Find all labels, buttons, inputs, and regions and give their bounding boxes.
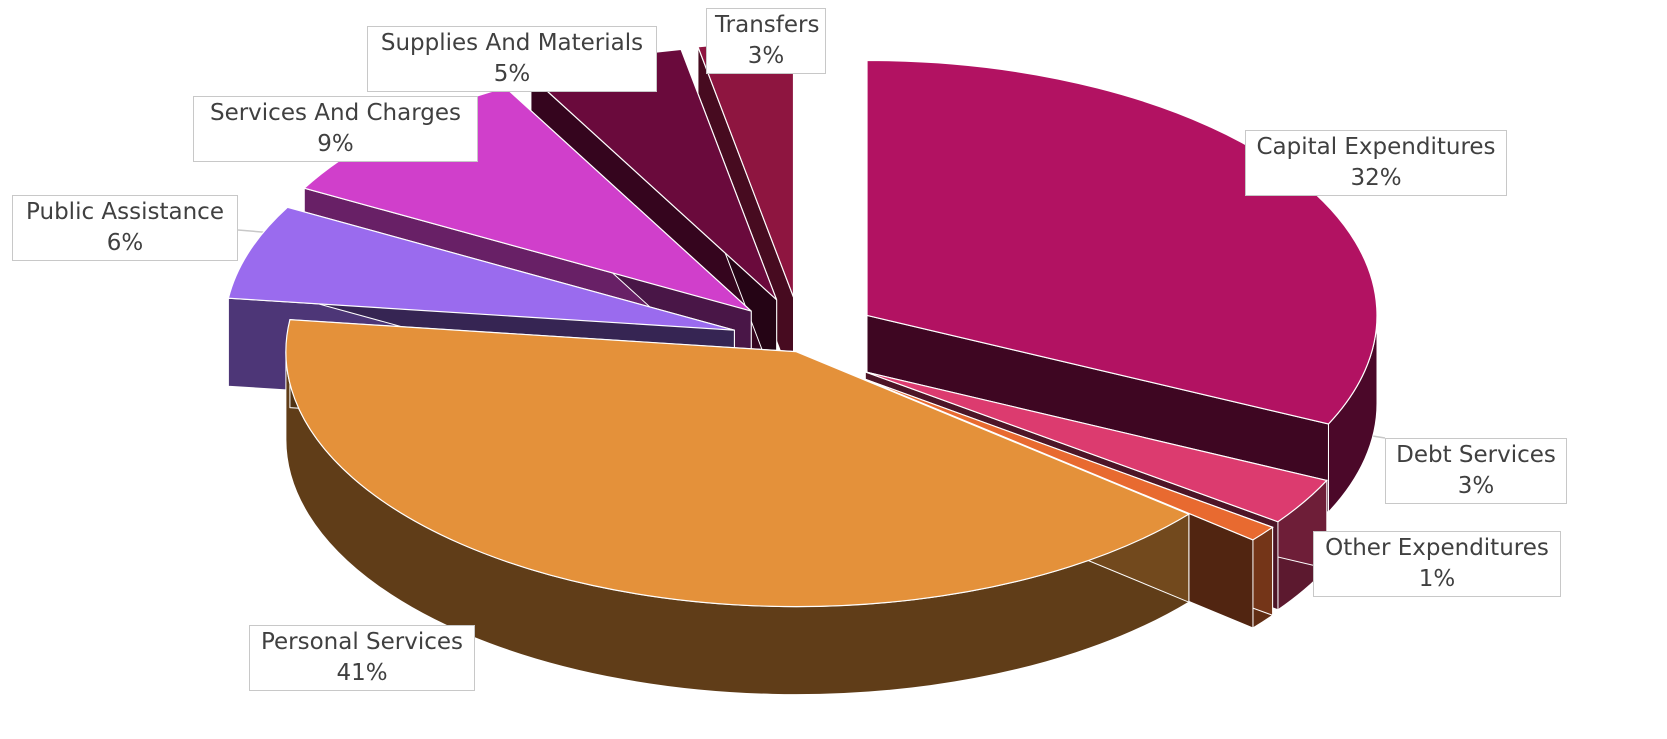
data-label-supplies-and-materials: Supplies And Materials 5% xyxy=(367,26,657,92)
data-label-name: Debt Services xyxy=(1396,442,1556,468)
data-label-name: Personal Services xyxy=(260,629,464,655)
slice-other-expenditures xyxy=(859,376,1274,541)
slice-personal-services xyxy=(285,319,1191,608)
data-label-percent: 9% xyxy=(317,131,354,157)
slice-debt-services xyxy=(865,371,1328,523)
data-label-percent: 3% xyxy=(1457,473,1495,499)
data-label-transfers: Transfers 3% xyxy=(706,8,826,74)
data-label-name: Capital Expenditures xyxy=(1256,134,1496,160)
data-label-name: Services And Charges xyxy=(209,100,462,126)
data-label-percent: 32% xyxy=(1350,165,1402,191)
data-label-percent: 3% xyxy=(747,43,785,69)
data-label-other-expenditures: Other Expenditures 1% xyxy=(1313,531,1561,597)
data-label-public-assistance: Public Assistance 6% xyxy=(12,195,238,261)
data-label-capital-expenditures: Capital Expenditures 32% xyxy=(1245,130,1507,196)
data-label-name: Supplies And Materials xyxy=(380,30,644,56)
data-label-services-and-charges: Services And Charges 9% xyxy=(193,96,478,162)
data-label-percent: 6% xyxy=(106,230,144,256)
data-label-percent: 1% xyxy=(1418,566,1456,592)
data-label-percent: 5% xyxy=(493,61,531,87)
data-label-name: Public Assistance xyxy=(26,199,224,225)
data-label-debt-services: Debt Services 3% xyxy=(1385,438,1567,504)
data-label-personal-services: Personal Services 41% xyxy=(249,625,475,691)
slice-public-assistance xyxy=(227,206,735,331)
data-label-name: Transfers xyxy=(715,12,820,38)
data-label-name: Other Expenditures xyxy=(1325,535,1549,561)
data-label-percent: 41% xyxy=(336,660,388,686)
